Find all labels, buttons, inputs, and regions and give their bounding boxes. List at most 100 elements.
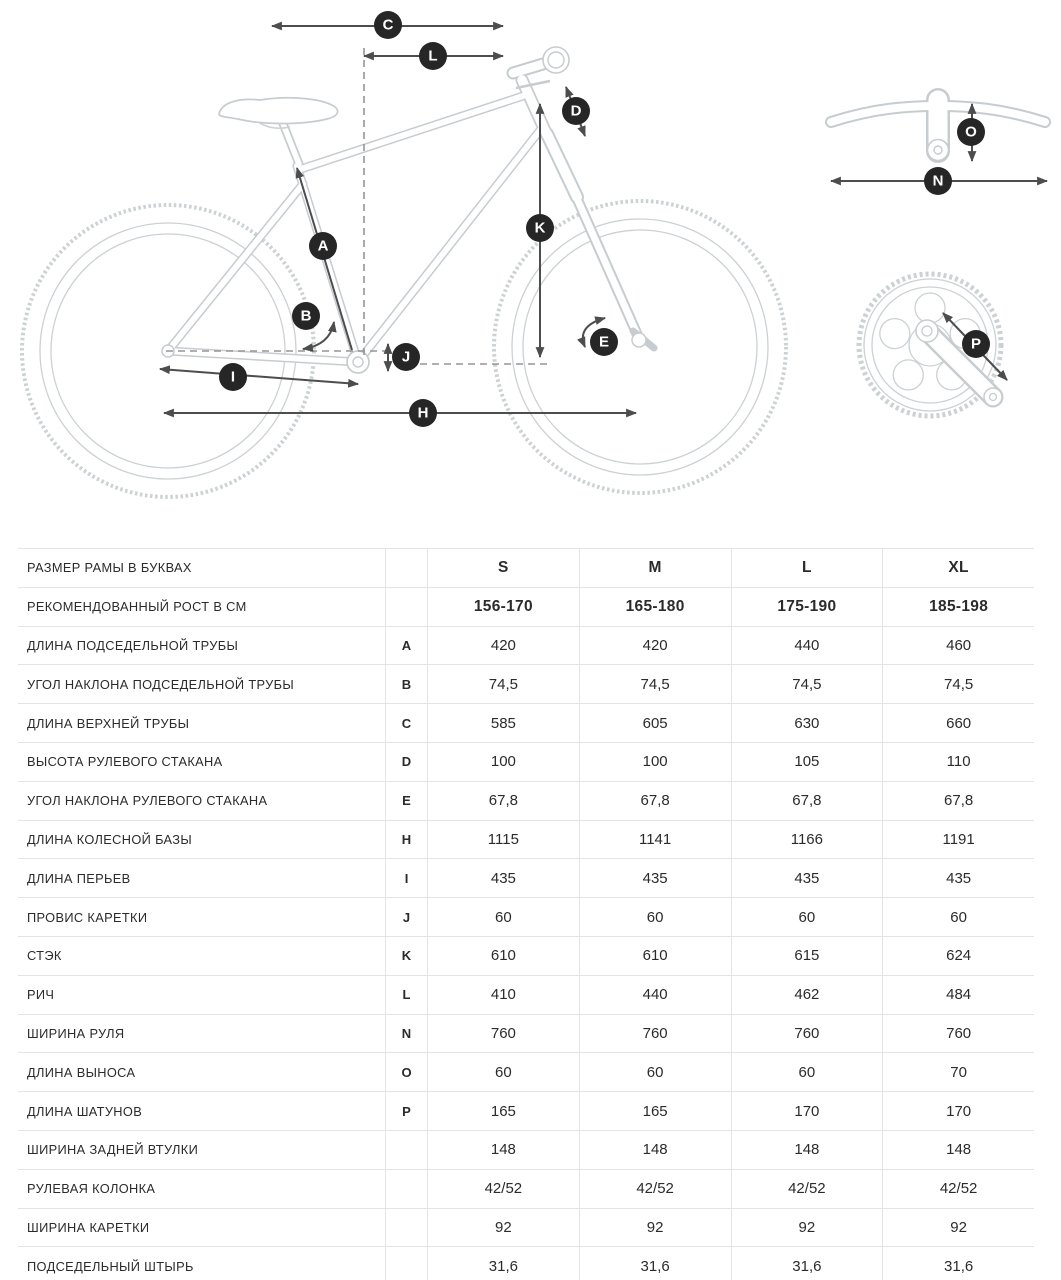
param-name-cell: УГОЛ НАКЛОНА РУЛЕВОГО СТАКАНА [18, 781, 386, 820]
value-cell: 760 [946, 1024, 972, 1042]
value-cell: 42/52 [428, 1169, 580, 1208]
value-cell: 624 [946, 947, 972, 965]
value-cell: 175-190 [732, 587, 884, 626]
geometry-table: РАЗМЕР РАМЫ В БУКВАХ S M L XL РЕКОМЕНДОВ… [18, 548, 1034, 1280]
value-cell: 156-170 [428, 587, 580, 626]
param-letter-cell: A [386, 626, 428, 665]
param-letter-cell [386, 1130, 428, 1169]
value-cell: 435 [580, 859, 732, 898]
marker-K: K [526, 214, 554, 242]
param-name-cell: РАЗМЕР РАМЫ В БУКВАХ [18, 549, 386, 587]
value-cell: 170 [732, 1092, 884, 1130]
value-cell: 610 [580, 936, 732, 975]
value-cell: 1115 [428, 820, 580, 859]
value-cell: 630 [732, 704, 884, 742]
param-name-cell: ШИРИНА КАРЕТКИ [18, 1208, 386, 1247]
value-cell: 70 [950, 1063, 967, 1081]
param-letter-cell: E [386, 781, 428, 820]
value-cell: 148 [946, 1141, 972, 1159]
value-cell: 67,8 [732, 781, 884, 820]
value-cell: 760 [428, 1014, 580, 1053]
value-cell: 110 [946, 753, 971, 771]
value-cell: 760 [732, 1014, 884, 1053]
value-cell: 148 [428, 1130, 580, 1169]
param-name-cell: ДЛИНА КОЛЕСНОЙ БАЗЫ [18, 820, 386, 859]
marker-B: B [292, 302, 320, 330]
table-row: СТЭК K 610 610 615 624 [18, 935, 1034, 975]
table-row: УГОЛ НАКЛОНА ПОДСЕДЕЛЬНОЙ ТРУБЫ B 74,5 7… [18, 664, 1034, 704]
table-row: ДЛИНА КОЛЕСНОЙ БАЗЫ H 1115 1141 1166 119… [18, 819, 1034, 859]
param-letter-cell: N [386, 1014, 428, 1053]
table-row: ДЛИНА ВЫНОСА O 60 60 60 70 [18, 1052, 1034, 1092]
param-name-cell: ПРОВИС КАРЕТКИ [18, 898, 386, 936]
size-header-cell: XL [948, 558, 969, 576]
size-header-cell: S [428, 549, 580, 587]
param-name-cell: ВЫСОТА РУЛЕВОГО СТАКАНА [18, 742, 386, 781]
marker-N: N [924, 167, 952, 195]
value-cell: 435 [732, 859, 884, 898]
param-letter-cell [386, 1169, 428, 1208]
param-letter-cell: H [386, 820, 428, 859]
param-name-cell: РИЧ [18, 975, 386, 1014]
value-cell: 42/52 [580, 1169, 732, 1208]
marker-letter: B [301, 308, 312, 325]
value-cell: 60 [580, 898, 732, 936]
value-cell: 74,5 [732, 665, 884, 704]
param-name-cell: РУЛЕВАЯ КОЛОНКА [18, 1169, 386, 1208]
table-row: ВЫСОТА РУЛЕВОГО СТАКАНА D 100 100 105 11… [18, 741, 1034, 781]
size-header-cell: M [580, 549, 732, 587]
table-row: ПОДСЕДЕЛЬНЫЙ ШТЫРЬ 31,6 31,6 31,6 31,6 [18, 1246, 1034, 1280]
value-cell: 610 [428, 936, 580, 975]
param-name-cell: УГОЛ НАКЛОНА ПОДСЕДЕЛЬНОЙ ТРУБЫ [18, 665, 386, 704]
param-letter-cell [386, 549, 428, 587]
marker-O: O [957, 118, 985, 146]
value-cell: 1141 [580, 820, 732, 859]
value-cell: 460 [946, 636, 972, 654]
marker-letter: O [965, 124, 977, 141]
marker-letter: I [231, 369, 235, 386]
value-cell: 760 [580, 1014, 732, 1053]
table-row: ШИРИНА КАРЕТКИ 92 92 92 92 [18, 1207, 1034, 1247]
value-cell: 60 [428, 1053, 580, 1092]
marker-L: L [419, 42, 447, 70]
param-name-cell: ШИРИНА РУЛЯ [18, 1014, 386, 1053]
marker-P: P [962, 330, 990, 358]
param-letter-cell [386, 587, 428, 626]
value-cell: 170 [946, 1102, 972, 1120]
value-cell: 92 [428, 1208, 580, 1247]
value-cell: 60 [732, 898, 884, 936]
value-cell: 105 [732, 742, 884, 781]
marker-letter: K [535, 220, 546, 237]
value-cell: 74,5 [944, 675, 974, 693]
value-cell: 100 [428, 742, 580, 781]
size-header-cell: L [732, 549, 884, 587]
table-row: ШИРИНА РУЛЯ N 760 760 760 760 [18, 1013, 1034, 1053]
table-row-sizes: РАЗМЕР РАМЫ В БУКВАХ S M L XL [18, 548, 1034, 587]
value-cell: 615 [732, 936, 884, 975]
value-cell: 67,8 [580, 781, 732, 820]
marker-letter: P [971, 336, 981, 353]
marker-A: A [309, 232, 337, 260]
param-name-cell: ДЛИНА ПЕРЬЕВ [18, 859, 386, 898]
table-row: РИЧ L 410 440 462 484 [18, 974, 1034, 1014]
value-cell: 74,5 [428, 665, 580, 704]
table-row: РУЛЕВАЯ КОЛОНКА 42/52 42/52 42/52 42/52 [18, 1168, 1034, 1208]
dimension-markers: C L D A B K J I H E O N P [219, 11, 990, 427]
value-cell: 92 [580, 1208, 732, 1247]
param-letter-cell [386, 1208, 428, 1247]
bike-geometry-diagram: C L D A B K J I H E O N P [20, 11, 1051, 499]
value-cell: 60 [732, 1053, 884, 1092]
value-cell: 462 [732, 975, 884, 1014]
marker-D: D [562, 97, 590, 125]
value-cell: 1166 [732, 820, 884, 859]
value-cell: 42/52 [939, 1180, 978, 1198]
value-cell: 484 [946, 986, 972, 1004]
table-row: ДЛИНА ВЕРХНЕЙ ТРУБЫ C 585 605 630 660 [18, 703, 1034, 742]
value-cell: 92 [950, 1218, 967, 1236]
param-letter-cell: O [386, 1053, 428, 1092]
handlebar-top-view [825, 88, 1051, 163]
param-letter-cell: L [386, 975, 428, 1014]
marker-letter: A [318, 238, 329, 255]
marker-letter: N [933, 173, 944, 190]
